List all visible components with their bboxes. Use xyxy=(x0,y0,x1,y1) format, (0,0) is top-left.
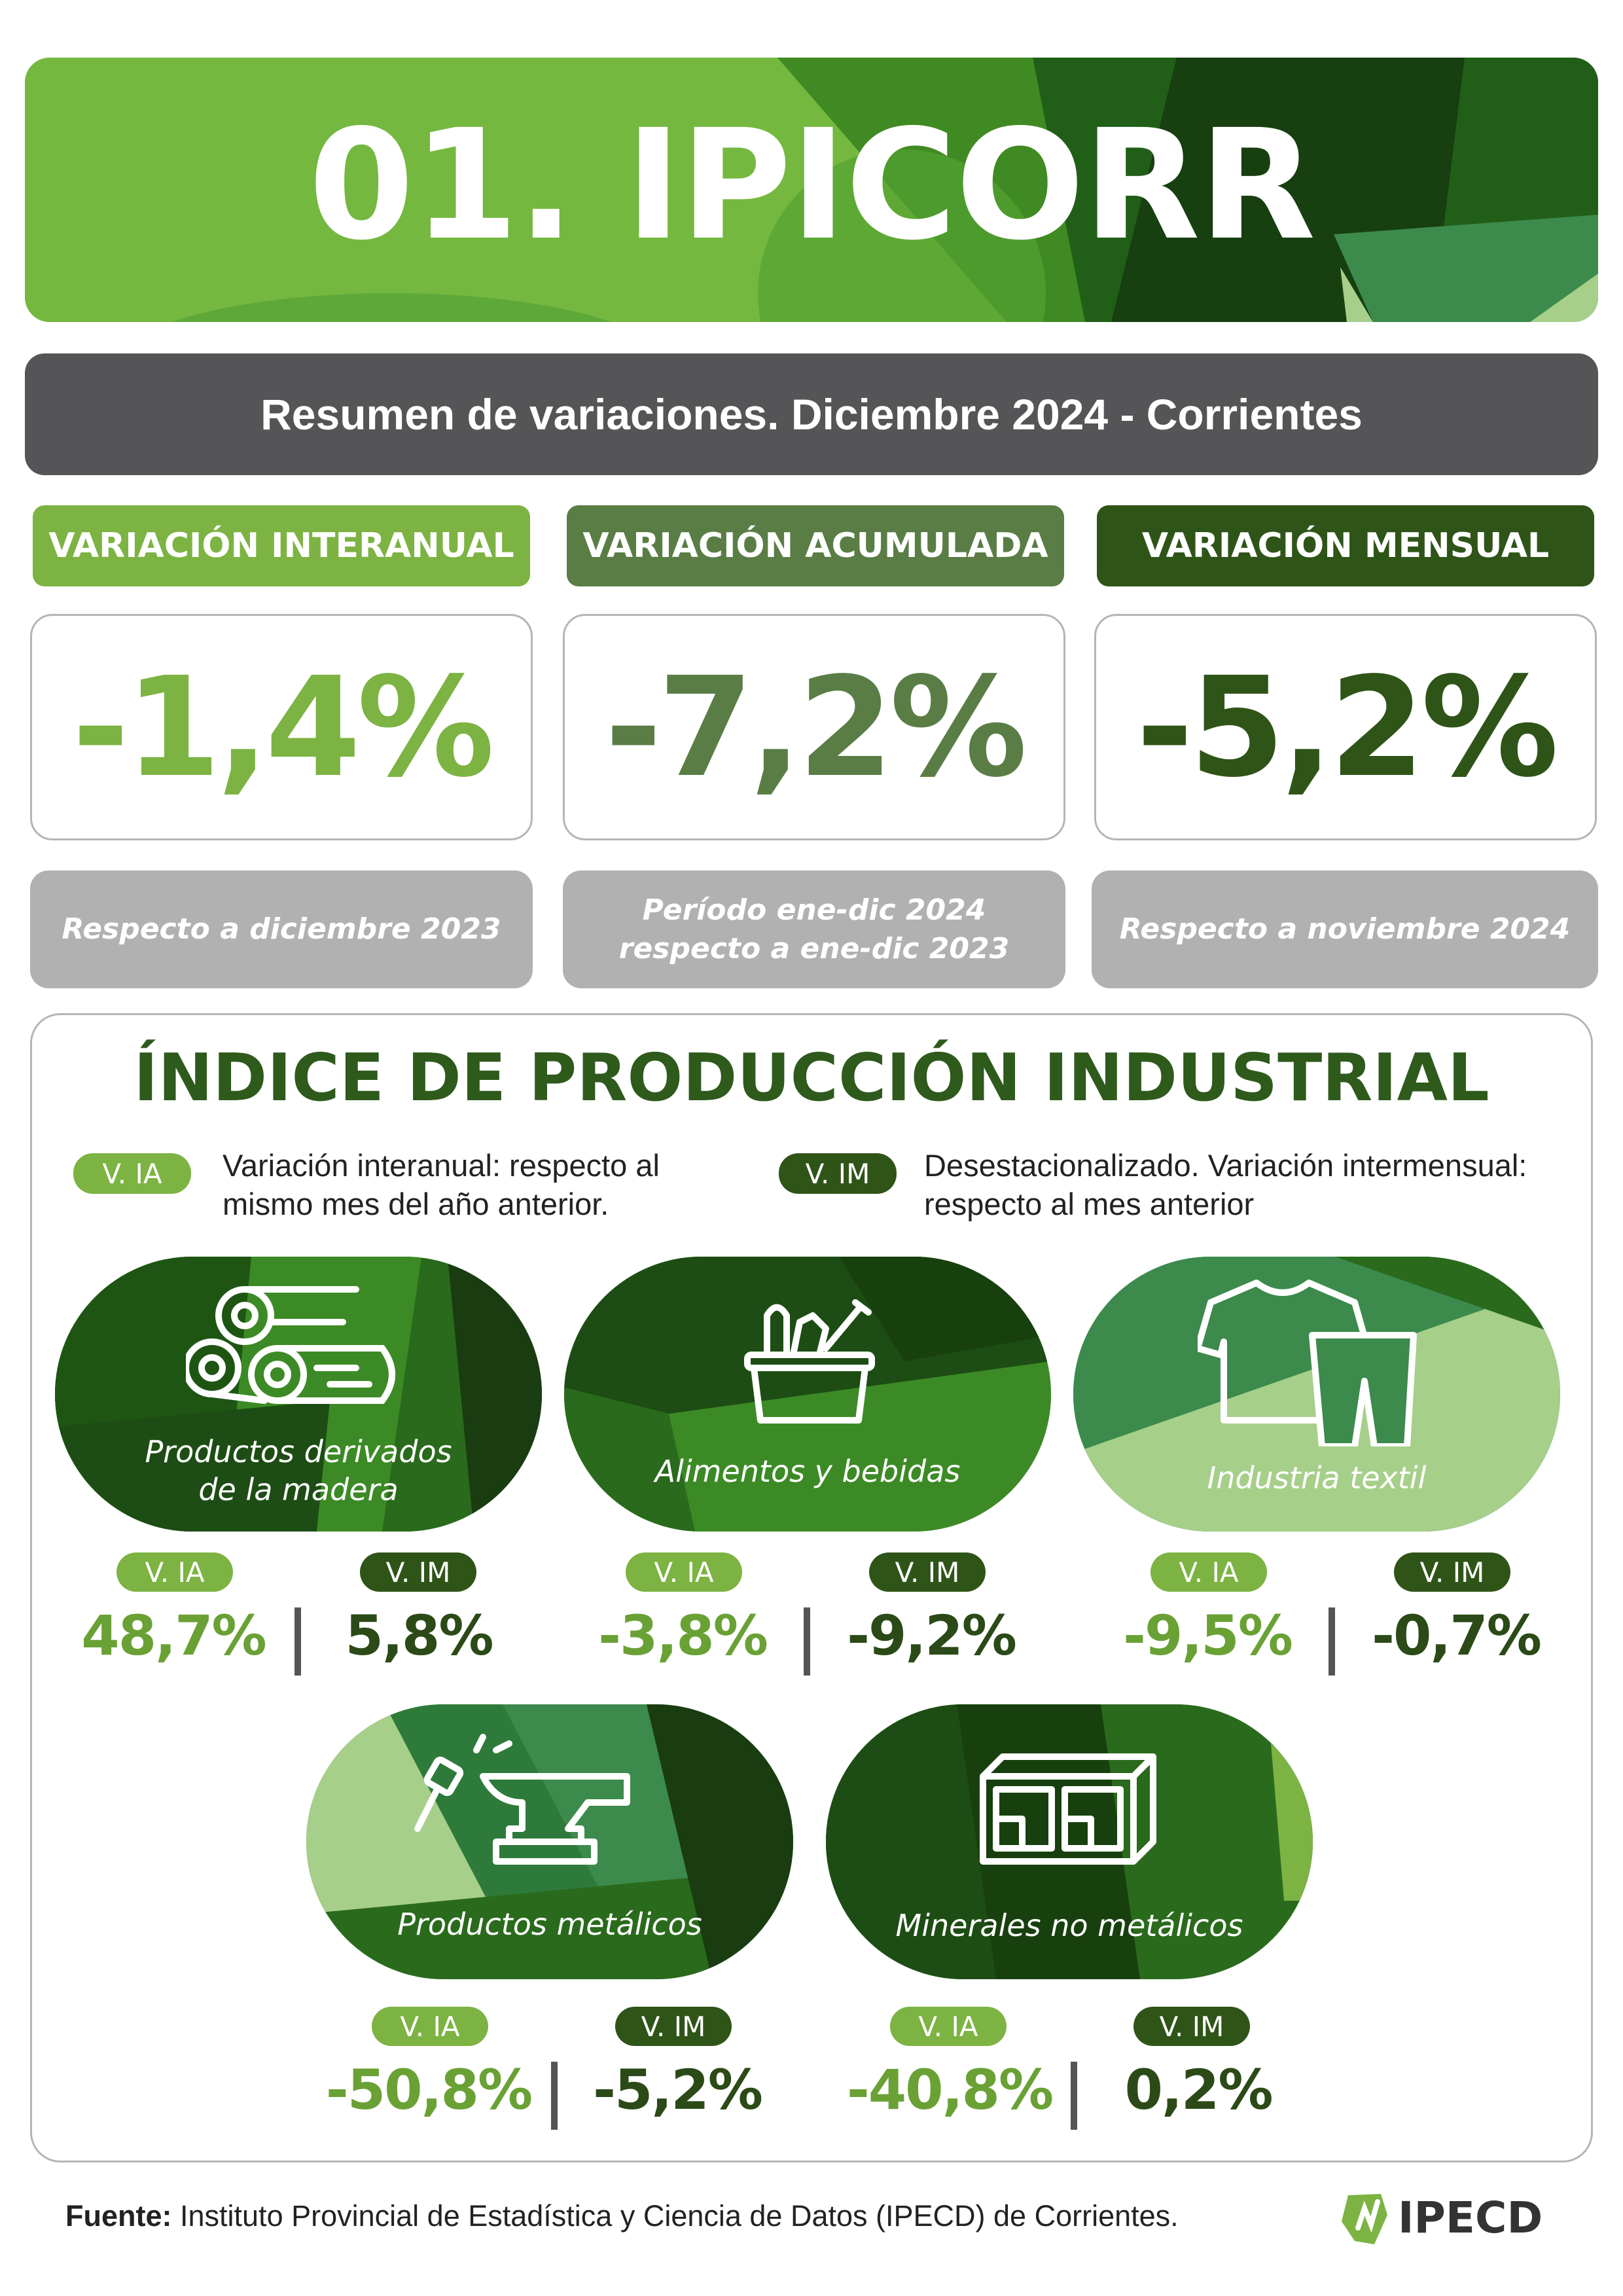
legend-ia-tag: V. IA xyxy=(73,1153,191,1194)
sector-metalicos-im-tag: V. IM xyxy=(615,2007,732,2046)
sector-minerales-im-tag: V. IM xyxy=(1133,2007,1250,2046)
note-line: Respecto a noviembre 2024 xyxy=(1119,912,1571,946)
legend-line: Variación interanual: respecto al xyxy=(223,1148,660,1183)
sector-minerales-ia-value: -40,8% xyxy=(846,2058,1054,2122)
page-title: 01. IPICORR xyxy=(308,97,1315,274)
sector-metalicos-ia-tag: V. IA xyxy=(372,2007,488,2046)
variation-interanual-value: -1,4% xyxy=(30,614,533,840)
sector-name-line: Productos metálicos xyxy=(397,1907,702,1942)
sector-name-line: de la madera xyxy=(198,1471,399,1507)
sector-alimentos-ia-value: -3,8% xyxy=(598,1604,768,1668)
source-text: Instituto Provincial de Estadística y Ci… xyxy=(171,2199,1179,2233)
index-panel xyxy=(30,1013,1593,2162)
sector-name-line: Productos derivados xyxy=(145,1434,452,1469)
legend-ia-text: Variación interanual: respecto al mismo … xyxy=(223,1147,759,1224)
note-line: Respecto a diciembre 2023 xyxy=(62,912,501,946)
index-title: ÍNDICE DE PRODUCCIÓN INDUSTRIAL xyxy=(134,1039,1489,1116)
variation-mensual-header: VARIACIÓN MENSUAL xyxy=(1097,505,1594,586)
sector-background xyxy=(564,1257,1051,1532)
sector-madera-im-tag: V. IM xyxy=(360,1552,476,1592)
value-separator xyxy=(804,1607,810,1676)
sector-textil-card: Industria textil xyxy=(1073,1257,1560,1532)
value-separator xyxy=(294,1607,301,1676)
sector-textil-im-tag: V. IM xyxy=(1394,1552,1510,1592)
sector-name-line: Alimentos y bebidas xyxy=(654,1454,961,1489)
legend-line: mismo mes del año anterior. xyxy=(223,1186,609,1221)
map-logo-icon xyxy=(1342,2194,1387,2244)
value-separator xyxy=(1071,2062,1077,2130)
sector-minerales-ia-tag: V. IA xyxy=(890,2007,1007,2046)
banner-background xyxy=(25,58,1598,322)
variation-interanual-header: VARIACIÓN INTERANUAL xyxy=(33,505,530,586)
legend-line: Desestacionalizado. Variación intermensu… xyxy=(924,1148,1527,1183)
legend-line: respecto al mes anterior xyxy=(924,1186,1255,1221)
note-line: Período ene-dic 2024 xyxy=(642,893,986,927)
variation-acumulada-header: VARIACIÓN ACUMULADA xyxy=(567,505,1064,586)
sector-alimentos-im-value: -9,2% xyxy=(847,1604,1017,1668)
sector-label: Alimentos y bebidas xyxy=(564,1453,1051,1491)
sector-label: Minerales no metálicos xyxy=(826,1907,1313,1945)
sector-madera-im-value: 5,8% xyxy=(345,1604,494,1668)
sector-metalicos-ia-value: -50,8% xyxy=(325,2058,533,2122)
legend-im-tag: V. IM xyxy=(779,1153,897,1194)
header-banner: 01. IPICORR xyxy=(25,58,1598,322)
variation-acumulada-value: -7,2% xyxy=(563,614,1065,840)
sector-minerales-im-value: 0,2% xyxy=(1124,2058,1274,2122)
subtitle-bar: Resumen de variaciones. Diciembre 2024 -… xyxy=(25,353,1598,475)
sector-label: Industria textil xyxy=(1073,1460,1560,1498)
value-separator xyxy=(551,2062,558,2130)
sector-name-line: Industria textil xyxy=(1207,1460,1427,1496)
sector-madera-ia-tag: V. IA xyxy=(116,1552,233,1592)
sector-textil-ia-value: -9,5% xyxy=(1123,1604,1293,1668)
variation-mensual-note: Respecto a noviembre 2024 xyxy=(1092,870,1598,988)
variation-interanual-note: Respecto a diciembre 2023 xyxy=(30,870,533,988)
sector-label: Productos derivados de la madera xyxy=(55,1433,542,1509)
sector-textil-ia-tag: V. IA xyxy=(1150,1552,1267,1592)
sector-alimentos-ia-tag: V. IA xyxy=(626,1552,742,1592)
note-line: respecto a ene-dic 2023 xyxy=(618,932,1010,965)
sector-minerales-card: Minerales no metálicos xyxy=(826,1704,1313,1979)
sector-background xyxy=(55,1257,542,1532)
sector-alimentos-card: Alimentos y bebidas xyxy=(564,1257,1051,1532)
source-footer: Fuente: Instituto Provincial de Estadíst… xyxy=(65,2199,1179,2233)
ipecd-logo: IPECD xyxy=(1335,2189,1543,2248)
sector-metalicos-card: Productos metálicos xyxy=(306,1704,793,1979)
sector-label: Productos metálicos xyxy=(306,1906,793,1944)
logo-text: IPECD xyxy=(1398,2193,1543,2243)
value-separator xyxy=(1329,1607,1335,1676)
sector-madera-card: Productos derivados de la madera xyxy=(55,1257,542,1532)
variation-acumulada-note: Período ene-dic 2024 respecto a ene-dic … xyxy=(563,870,1065,988)
source-label: Fuente: xyxy=(65,2199,172,2233)
sector-metalicos-im-value: -5,2% xyxy=(593,2058,763,2122)
legend-im-text: Desestacionalizado. Variación intermensu… xyxy=(924,1147,1578,1224)
variation-mensual-value: -5,2% xyxy=(1094,614,1597,840)
sector-name-line: Minerales no metálicos xyxy=(895,1908,1243,1943)
sector-madera-ia-value: 48,7% xyxy=(81,1604,266,1668)
sector-textil-im-value: -0,7% xyxy=(1372,1604,1542,1668)
sector-alimentos-im-tag: V. IM xyxy=(869,1552,986,1592)
